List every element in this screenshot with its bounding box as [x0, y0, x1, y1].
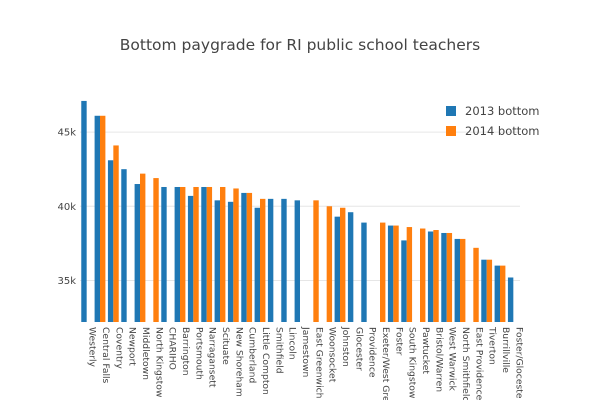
x-tick-label: Middletown: [140, 327, 151, 380]
bar-2013: [161, 186, 167, 322]
bar-2013: [481, 259, 487, 322]
bar-2014: [100, 115, 106, 323]
bar-2013: [494, 265, 500, 322]
bar-2014: [340, 207, 346, 322]
bar-2014: [233, 188, 239, 322]
bar-2014: [313, 200, 319, 322]
bar-2013: [121, 169, 127, 322]
x-tick-label: Newport: [127, 327, 138, 366]
bar-2014: [420, 228, 426, 322]
bar-2013: [241, 192, 247, 322]
x-tick-label: Burrillville: [500, 327, 511, 373]
bar-2014: [393, 225, 399, 322]
bar-2013: [427, 231, 434, 322]
x-tick-label: Scituate: [220, 327, 231, 365]
bar-2013: [454, 238, 460, 322]
bar-2013: [281, 198, 287, 322]
bar-2014: [246, 192, 253, 322]
bar-2014: [433, 230, 439, 322]
bar-2013: [187, 195, 194, 322]
x-tick-label: Narragansett: [207, 327, 218, 388]
x-tick-label: Foster: [393, 327, 404, 356]
chart-title: Bottom paygrade for RI public school tea…: [120, 36, 480, 54]
x-tick-label: New Shoreham: [233, 327, 244, 397]
x-tick-label: Coventry: [113, 327, 124, 369]
x-tick-label: North Smithfielc: [460, 327, 471, 400]
bar-2013: [94, 115, 100, 323]
y-tick-label: 35k: [57, 276, 76, 287]
legend-label-2014: 2014 bottom: [465, 124, 540, 138]
bar-2013: [334, 216, 340, 322]
bar-2013: [441, 232, 447, 322]
legend-swatch-2014: [446, 126, 456, 136]
x-tick-label: Pawtucket: [420, 327, 431, 374]
bar-2014: [153, 178, 159, 322]
x-axis-ticks: Westerly Central Falls Coventry Newport Midd…: [87, 326, 525, 400]
legend-swatch-2013: [446, 106, 456, 116]
bar-2014: [140, 173, 146, 322]
x-tick-label: Central Falls: [100, 327, 111, 384]
bar-2014: [500, 265, 506, 322]
x-tick-label: Little Compton: [260, 327, 271, 395]
x-tick-label: Westerly: [87, 327, 98, 368]
x-tick-label: Foster/Gloceste: [513, 327, 524, 399]
x-tick-label: North Kingstow: [153, 327, 164, 398]
bar-2013: [201, 186, 207, 322]
x-tick-label: Tiverton: [487, 326, 498, 365]
bar-2013: [361, 222, 367, 322]
bar-2014: [220, 186, 226, 322]
x-tick-label: Johnston: [340, 326, 351, 367]
bar-2014: [113, 145, 119, 322]
bar-2013: [347, 212, 354, 322]
bar-2013: [254, 207, 260, 322]
bar-2014: [473, 247, 479, 322]
y-axis-ticks: 35k 40k 45k: [57, 128, 76, 287]
bar-2014: [406, 227, 413, 322]
bar-2014: [193, 186, 199, 322]
bar-2014: [326, 206, 333, 322]
bar-2014: [380, 222, 386, 322]
legend-label-2013: 2013 bottom: [465, 104, 540, 118]
bar-2013: [294, 200, 300, 322]
y-tick-label: 45k: [57, 128, 76, 139]
bars-layer: [81, 100, 514, 323]
x-tick-label: West Warwick: [447, 327, 458, 392]
bar-2013: [401, 240, 407, 322]
x-tick-label: Exeter/West Gre: [380, 327, 391, 400]
x-tick-label: Barrington: [180, 327, 191, 376]
bar-2013: [174, 186, 180, 322]
bar-2014: [180, 186, 186, 322]
x-tick-label: Providence: [367, 327, 378, 378]
x-tick-label: Woonsocket: [327, 327, 338, 383]
bar-2014: [206, 186, 213, 322]
bar-2013: [214, 200, 220, 322]
x-tick-label: Portsmouth: [193, 327, 204, 380]
bar-2013: [81, 100, 87, 323]
bar-2013: [107, 160, 114, 322]
bar-2013: [387, 225, 394, 322]
bar-2014: [446, 232, 453, 322]
x-tick-label: Glocester: [353, 327, 364, 371]
x-tick-label: Lincoln: [287, 327, 298, 360]
bar-2014: [260, 198, 266, 322]
x-tick-label: South Kingstow: [407, 327, 418, 399]
x-tick-label: East Providence: [473, 327, 484, 400]
x-tick-label: East Greenwich: [313, 327, 324, 399]
x-tick-label: Bristol/Warren: [433, 327, 444, 392]
bar-2013: [134, 184, 140, 322]
x-tick-label: Smithfield: [273, 327, 284, 374]
x-tick-label: CHARIHO: [167, 327, 178, 370]
bar-2013: [267, 198, 274, 322]
bar-2013: [227, 201, 234, 322]
bar-2013: [507, 277, 514, 322]
bar-2014: [460, 238, 466, 322]
legend: 2013 bottom 2014 bottom: [446, 104, 540, 138]
x-tick-label: Cumberland: [247, 327, 258, 383]
x-tick-label: Jamestown: [300, 326, 311, 377]
y-tick-label: 40k: [57, 202, 76, 213]
bar-2014: [486, 259, 493, 322]
